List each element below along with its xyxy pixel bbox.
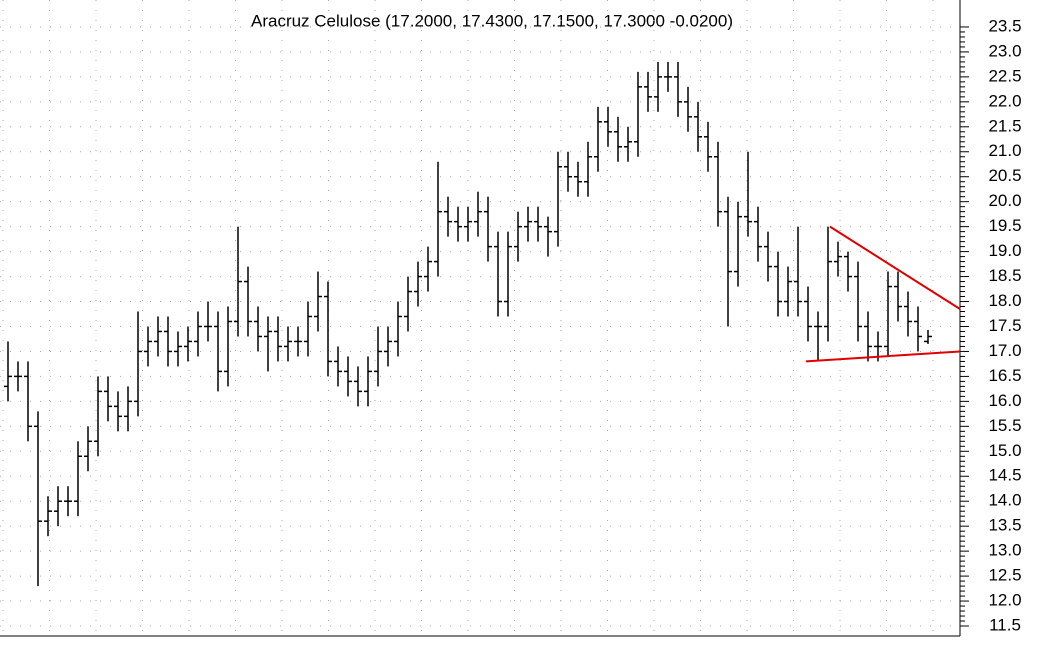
y-tick-label: 17.0 — [988, 341, 1021, 360]
trendline — [805, 350, 961, 363]
y-tick-label: 23.0 — [988, 41, 1021, 60]
y-tick-label: 17.5 — [988, 316, 1021, 335]
y-tick-label: 21.0 — [988, 141, 1021, 160]
y-tick-label: 14.5 — [988, 466, 1021, 485]
y-tick-label: 15.0 — [988, 441, 1021, 460]
y-tick-label: 15.5 — [988, 416, 1021, 435]
y-tick-label: 18.5 — [988, 266, 1021, 285]
y-tick-label: 16.0 — [988, 391, 1021, 410]
y-tick-label: 13.5 — [988, 516, 1021, 535]
y-tick-label: 18.0 — [988, 291, 1021, 310]
y-tick-label: 21.5 — [988, 116, 1021, 135]
y-tick-label: 14.0 — [988, 491, 1021, 510]
y-tick-label: 12.5 — [988, 566, 1021, 585]
y-tick-label: 20.5 — [988, 166, 1021, 185]
y-tick-label: 19.0 — [988, 241, 1021, 260]
y-tick-label: 22.0 — [988, 91, 1021, 110]
chart-title: Aracruz Celulose (17.2000, 17.4300, 17.1… — [251, 11, 733, 30]
y-tick-label: 23.5 — [988, 16, 1021, 35]
y-tick-label: 19.5 — [988, 216, 1021, 235]
y-tick-label: 12.0 — [988, 591, 1021, 610]
trendline — [829, 225, 961, 310]
y-tick-label: 13.0 — [988, 541, 1021, 560]
y-tick-label: 20.0 — [988, 191, 1021, 210]
y-tick-label: 11.5 — [989, 616, 1021, 635]
y-tick-label: 22.5 — [988, 66, 1021, 85]
y-tick-label: 16.5 — [988, 366, 1021, 385]
